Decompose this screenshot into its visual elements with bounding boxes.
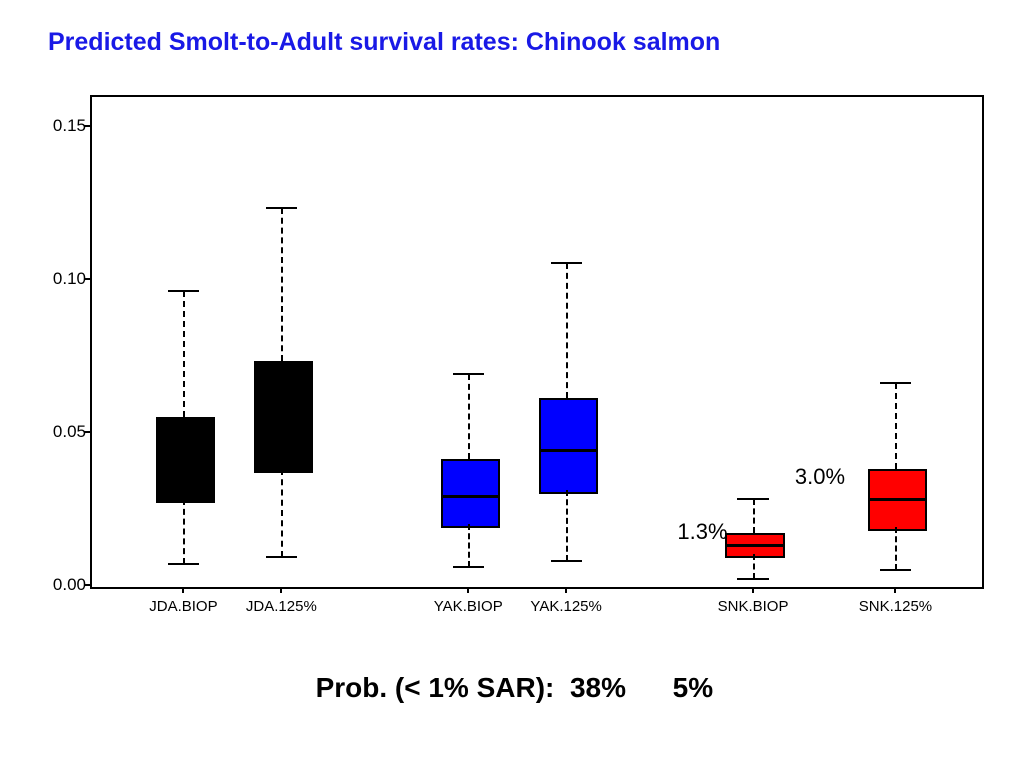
whisker-cap	[737, 498, 768, 500]
x-tick-mark	[752, 587, 754, 593]
box	[156, 417, 215, 504]
whisker-line	[895, 527, 897, 570]
y-tick-mark	[84, 125, 90, 127]
x-tick-mark	[182, 587, 184, 593]
median-line	[539, 449, 598, 452]
x-tick-label: SNK.125%	[859, 598, 932, 615]
box	[441, 459, 500, 527]
whisker-cap	[453, 373, 484, 375]
box	[539, 398, 598, 494]
whisker-line	[895, 383, 897, 469]
y-tick-label: 0.05	[53, 422, 86, 442]
x-tick-mark	[280, 587, 282, 593]
x-tick-mark	[565, 587, 567, 593]
whisker-line	[281, 208, 283, 361]
whisker-line	[281, 469, 283, 558]
y-tick-label: 0.10	[53, 269, 86, 289]
annotation: 3.0%	[795, 464, 845, 490]
median-line	[254, 418, 313, 421]
plot-area	[90, 95, 984, 589]
whisker-cap	[168, 290, 199, 292]
prob-sar-label: Prob. (< 1% SAR):	[316, 672, 555, 703]
x-tick-label: YAK.125%	[530, 598, 601, 615]
prob-sar-val-1: 5%	[673, 672, 713, 703]
x-tick-label: YAK.BIOP	[434, 598, 503, 615]
whisker-cap	[551, 262, 582, 264]
y-tick-label: 0.15	[53, 116, 86, 136]
x-tick-label: JDA.BIOP	[149, 598, 217, 615]
y-tick-label: 0.00	[53, 575, 86, 595]
whisker-line	[753, 554, 755, 579]
whisker-cap	[551, 560, 582, 562]
median-line	[868, 498, 927, 501]
whisker-cap	[168, 563, 199, 565]
x-tick-mark	[467, 587, 469, 593]
chart-title: Predicted Smolt-to-Adult survival rates:…	[48, 28, 720, 57]
whisker-cap	[266, 556, 297, 558]
x-tick-mark	[894, 587, 896, 593]
whisker-line	[468, 374, 470, 460]
whisker-line	[183, 499, 185, 563]
whisker-cap	[880, 569, 911, 571]
whisker-line	[566, 490, 568, 560]
whisker-line	[183, 291, 185, 417]
median-line	[156, 455, 215, 458]
y-tick-mark	[84, 584, 90, 586]
whisker-cap	[266, 207, 297, 209]
y-tick-mark	[84, 431, 90, 433]
whisker-line	[566, 263, 568, 398]
whisker-line	[753, 499, 755, 533]
median-line	[441, 495, 500, 498]
prob-sar-val-0: 38%	[570, 672, 626, 703]
whisker-cap	[453, 566, 484, 568]
whisker-cap	[737, 578, 768, 580]
whisker-cap	[880, 382, 911, 384]
y-tick-mark	[84, 278, 90, 280]
x-tick-label: SNK.BIOP	[718, 598, 789, 615]
annotation: 1.3%	[677, 519, 727, 545]
x-tick-label: JDA.125%	[246, 598, 317, 615]
prob-sar-line: Prob. (< 1% SAR): 38% 5%	[300, 640, 713, 704]
box	[254, 361, 313, 472]
whisker-line	[468, 524, 470, 567]
median-line	[725, 544, 784, 547]
